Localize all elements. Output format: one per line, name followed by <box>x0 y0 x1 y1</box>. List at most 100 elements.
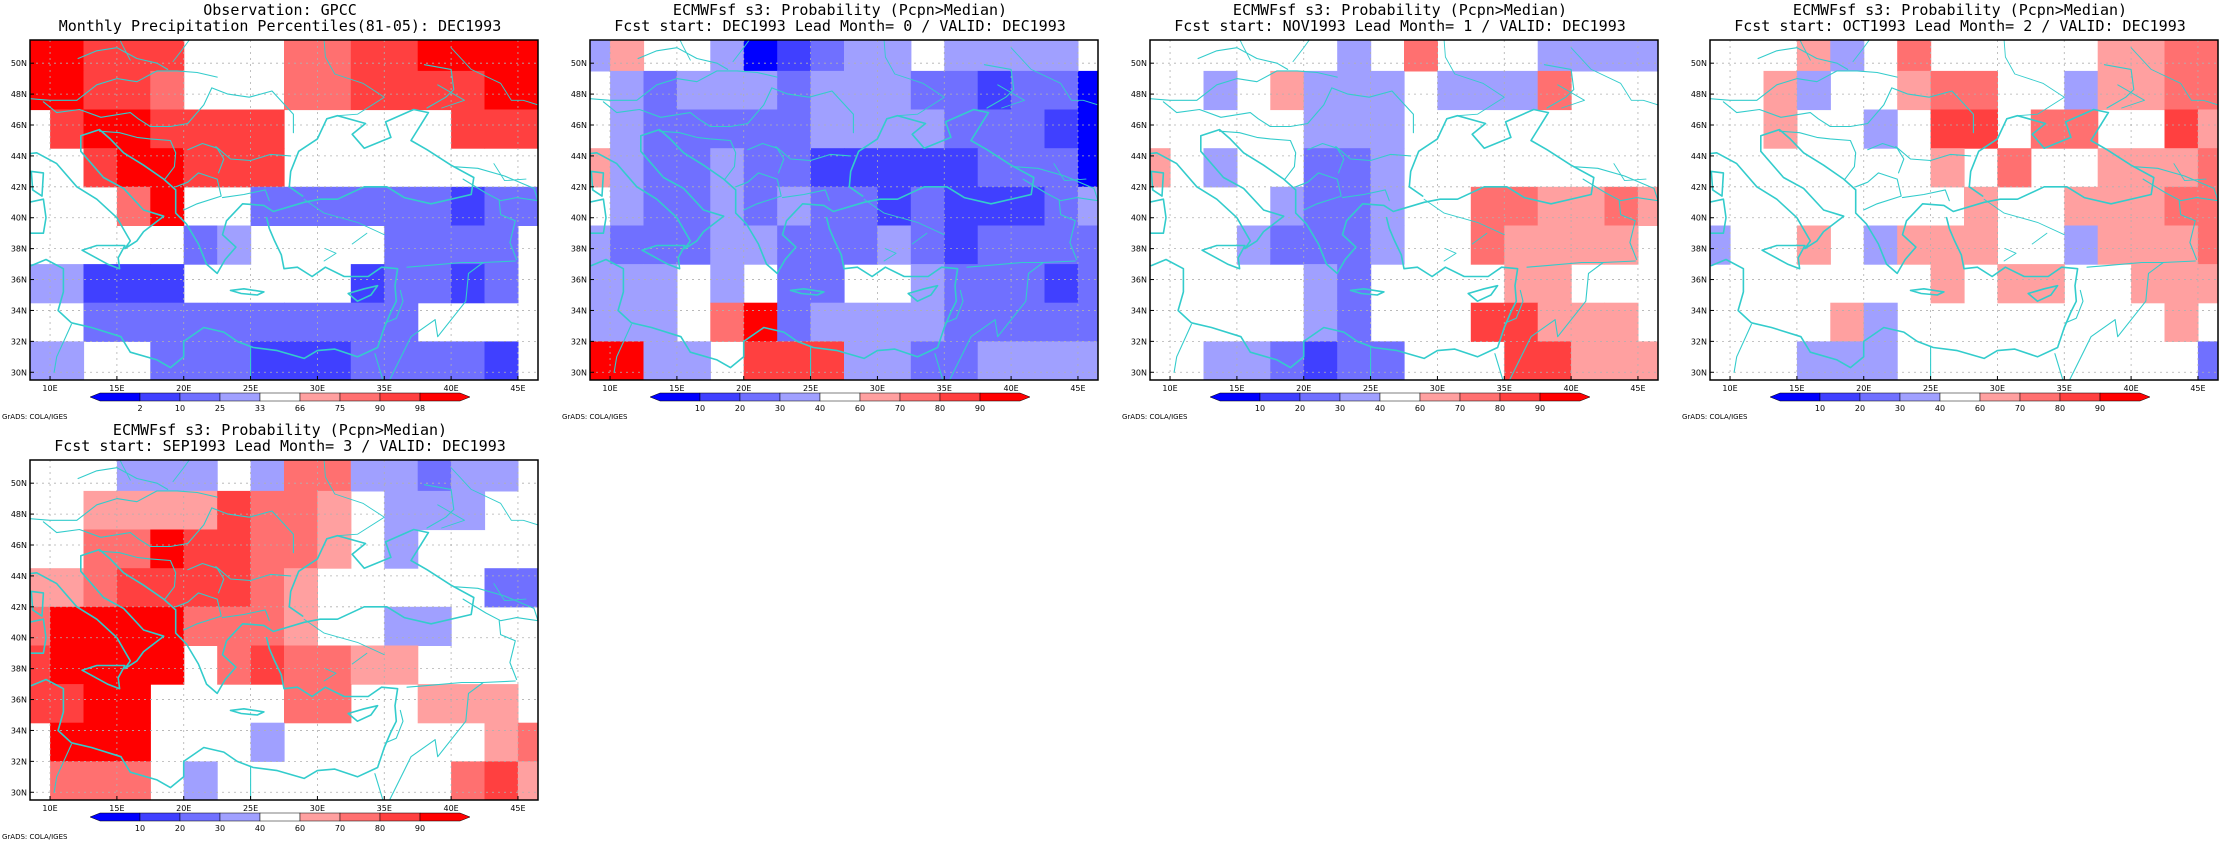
grid-cell <box>317 341 352 380</box>
grid-cell <box>877 186 912 226</box>
grid-cell <box>484 761 519 800</box>
lat-tick-label: 32N <box>11 337 27 346</box>
grid-cell <box>910 225 945 265</box>
grid-cell <box>384 186 419 226</box>
border-line <box>1331 87 1414 134</box>
river-line <box>323 668 337 682</box>
grid-cell <box>183 341 218 380</box>
river-line <box>1443 40 1505 117</box>
lon-tick-label: 45E <box>510 804 525 813</box>
river-line <box>450 47 538 106</box>
river-line <box>883 40 945 117</box>
border-line <box>453 166 538 202</box>
grid-cell <box>350 70 385 111</box>
lon-tick-label: 30E <box>310 804 325 813</box>
river-line <box>997 84 1025 109</box>
grid-cell <box>417 490 452 531</box>
lat-tick-label: 48N <box>571 90 587 99</box>
border-line <box>2086 260 2196 268</box>
grid-cell <box>1370 148 1405 188</box>
colorbar-label: 30 <box>215 824 225 833</box>
grid-cell <box>484 109 519 149</box>
border-line <box>406 260 516 268</box>
lat-tick-label: 34N <box>1131 306 1147 315</box>
grid-cell <box>217 490 252 531</box>
border-line <box>98 550 177 600</box>
grid-cell <box>1370 70 1405 111</box>
colorbar-label: 60 <box>855 404 865 413</box>
colorbar-label: 30 <box>1335 404 1345 413</box>
grid-cell <box>1863 302 1898 342</box>
grid-cell <box>1504 264 1539 304</box>
border-line <box>945 289 964 324</box>
lat-tick-label: 40N <box>11 634 27 643</box>
grid-cell <box>1011 225 1046 265</box>
grid-cell <box>384 264 419 304</box>
grid-cell <box>50 341 85 380</box>
grid-cell <box>50 568 85 608</box>
graticule <box>590 40 1098 380</box>
grid-cell <box>944 264 979 304</box>
grid-cell <box>643 341 678 380</box>
grid-cell <box>2131 264 2166 304</box>
coastline <box>1105 210 1120 256</box>
panel-title: ECMWFsf s3: Probability (Pcpn>Median) <box>1232 1 1568 19</box>
lat-tick-label: 34N <box>11 726 27 735</box>
map-panel: ECMWFsf s3: Probability (Pcpn>Median) Fcs… <box>1120 0 1680 421</box>
grid-cell <box>30 341 51 380</box>
river-line <box>1053 163 1087 182</box>
grid-cell <box>2030 264 2065 304</box>
grid-cell <box>1964 225 1998 265</box>
river-line <box>1292 40 1310 63</box>
grid-cell <box>2064 70 2099 111</box>
lon-tick-label: 40E <box>443 384 458 393</box>
grid-cell <box>50 109 85 149</box>
grid-cell <box>910 302 945 342</box>
lon-tick-label: 20E <box>1856 384 1871 393</box>
panel-title: ECMWFsf s3: Probability (Pcpn>Median) <box>672 1 1008 19</box>
grid-cell <box>83 606 118 646</box>
grid-cell <box>810 40 845 72</box>
grid-cell <box>417 225 452 265</box>
border-line <box>1895 146 1972 162</box>
grid-cell <box>1571 302 1606 342</box>
border-line <box>30 70 218 101</box>
lon-tick-label: 40E <box>443 804 458 813</box>
border-line <box>389 739 436 800</box>
border-line <box>966 260 1076 268</box>
coastline <box>641 244 686 270</box>
grid-cell <box>484 40 519 72</box>
grid-cell <box>610 225 645 265</box>
coastline <box>1099 147 1120 190</box>
lon-tick-label: 35E <box>1497 384 1512 393</box>
grid-cell <box>844 70 878 111</box>
coastline <box>1150 216 1519 369</box>
colorbar-label: 10 <box>135 824 145 833</box>
river-line <box>351 232 368 245</box>
border-line <box>462 598 538 622</box>
grid-cell <box>517 40 538 72</box>
grid-cell <box>183 606 218 646</box>
border-line <box>1891 87 1974 134</box>
grid-cell <box>150 302 185 342</box>
river-line <box>2117 84 2145 109</box>
colorbar-label: 90 <box>415 824 425 833</box>
grid-cell <box>844 40 878 72</box>
lat-tick-label: 50N <box>1131 59 1147 68</box>
lat-tick-label: 50N <box>11 479 27 488</box>
colorbar-label: 80 <box>2055 404 2065 413</box>
grid-cell <box>1337 40 1372 72</box>
grid-cell <box>250 109 285 149</box>
grid-cell <box>1303 302 1338 342</box>
river-line <box>119 40 131 61</box>
map-frame <box>589 39 1099 381</box>
grid-cell <box>1077 302 1098 342</box>
colorbar-swatch <box>2099 392 2151 402</box>
river-line <box>493 583 527 602</box>
colorbar-swatch <box>1859 392 1901 402</box>
lon-tick-label: 10E <box>1162 384 1177 393</box>
grid-cell <box>350 264 385 304</box>
colorbar: 10 20 30 40 60 70 80 90 <box>1769 392 2151 413</box>
grid-cell <box>1470 302 1505 342</box>
lat-tick-label: 44N <box>11 152 27 161</box>
